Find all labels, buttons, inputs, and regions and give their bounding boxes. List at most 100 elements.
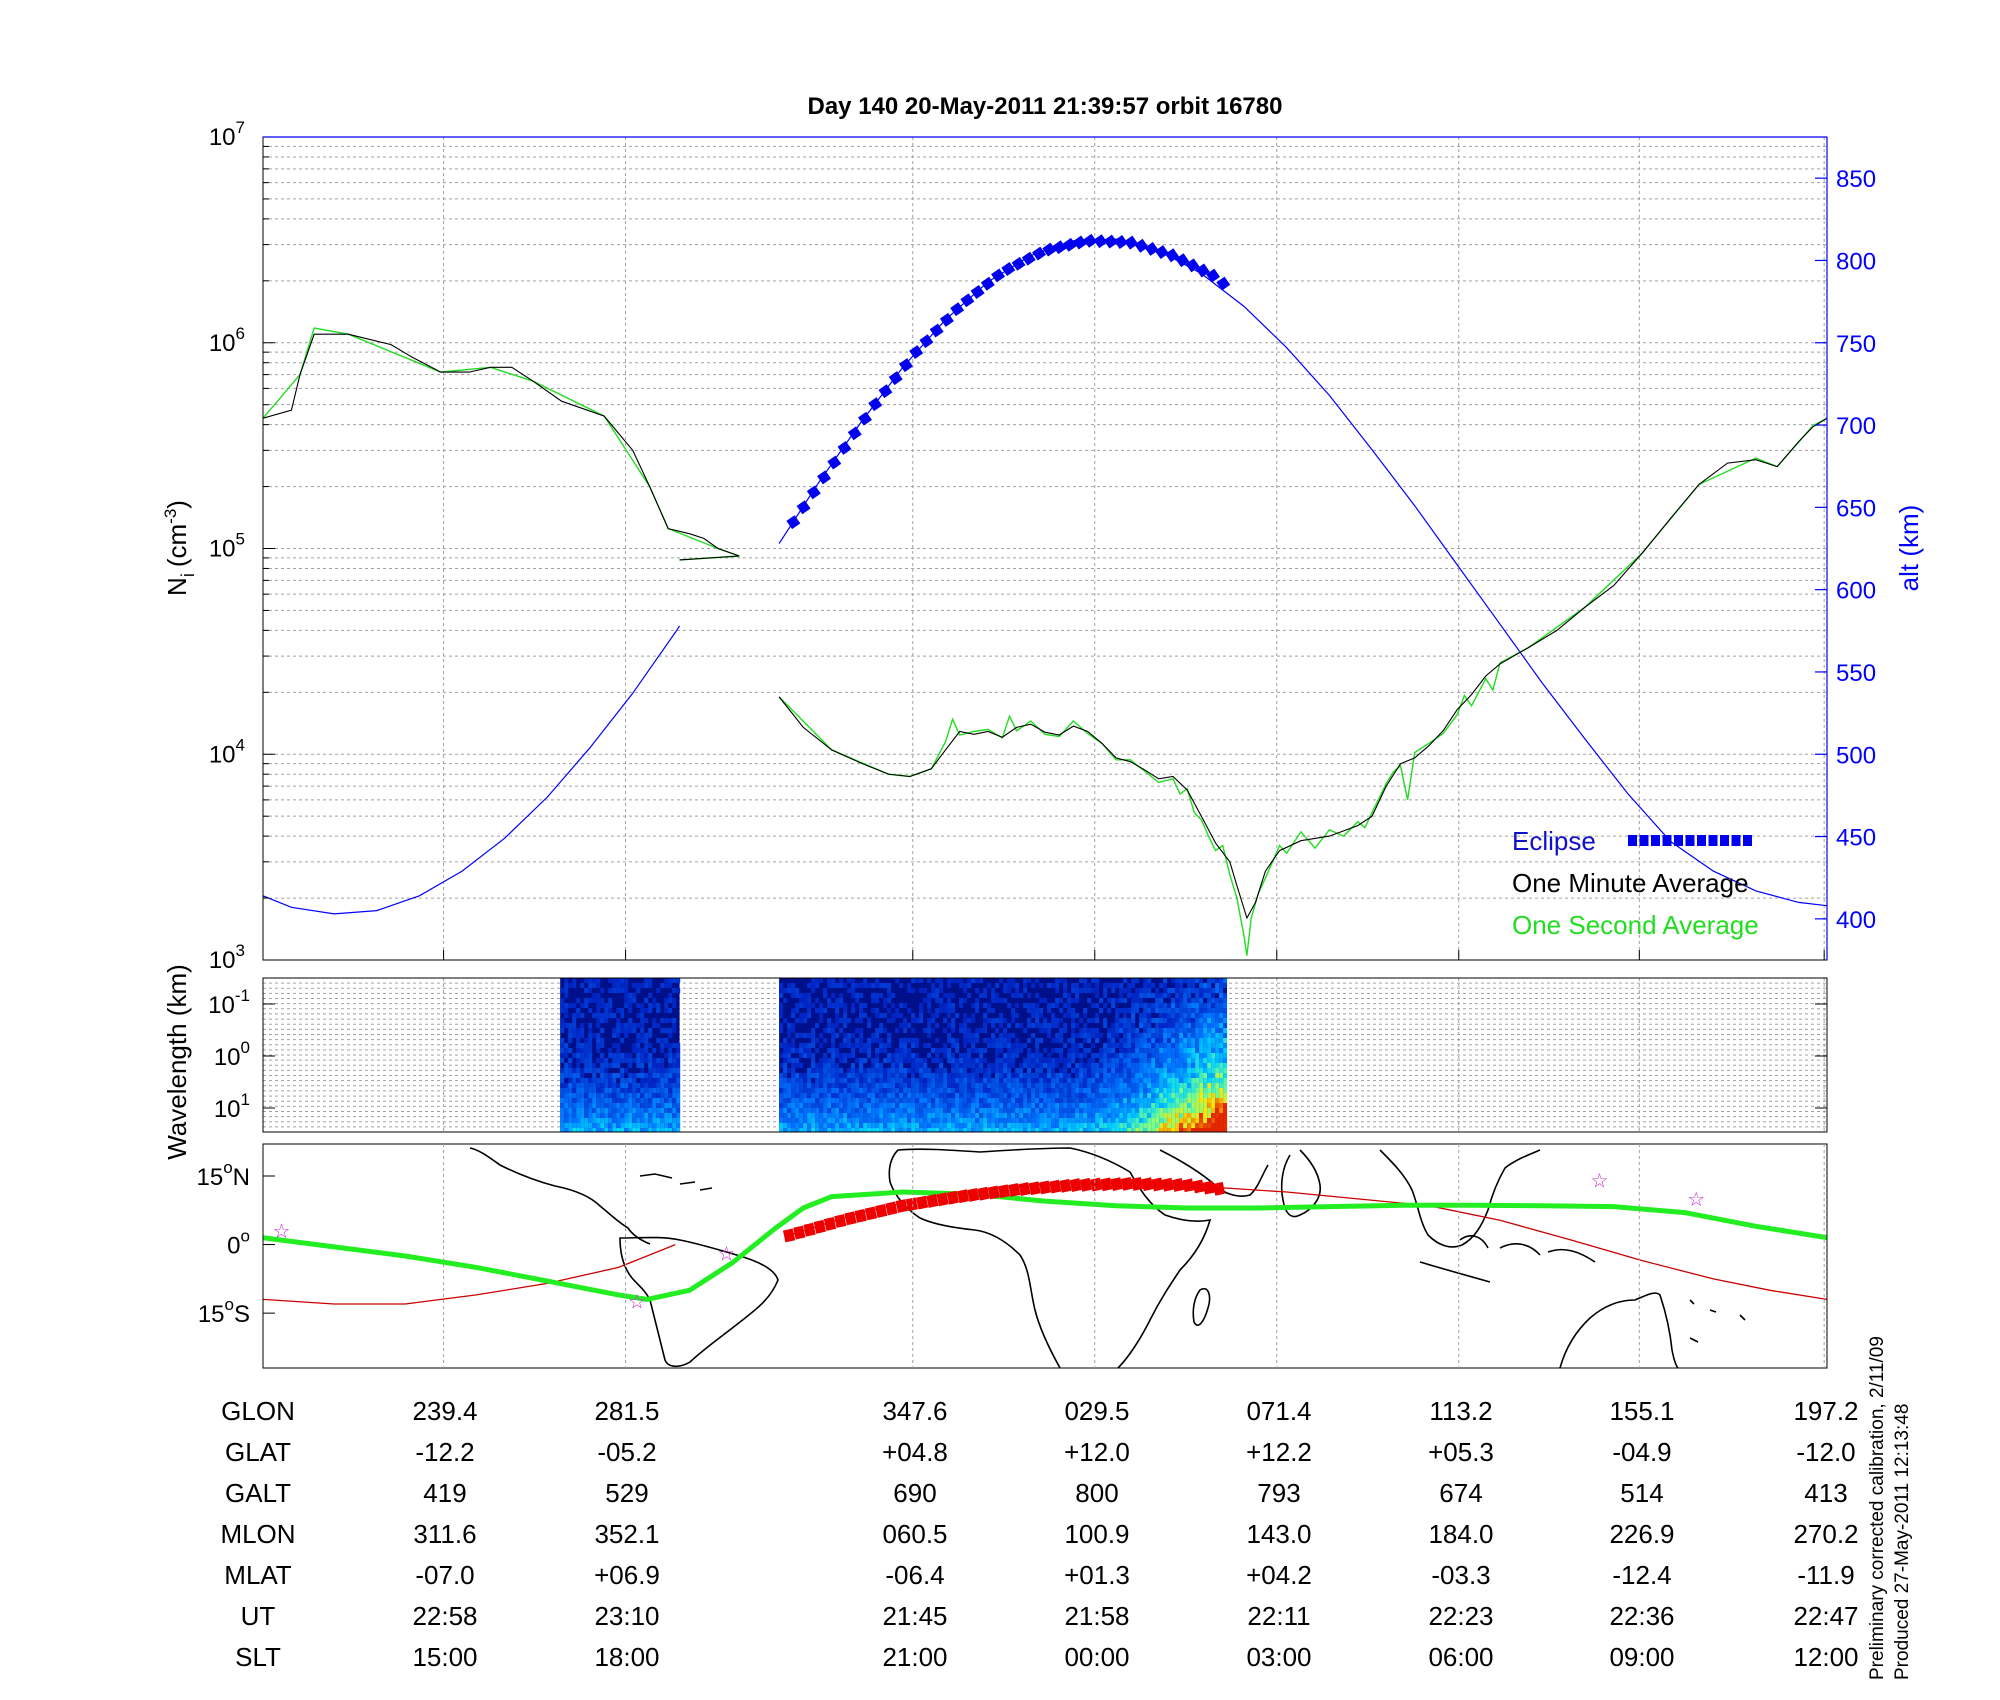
spectrogram-cell	[1151, 1043, 1156, 1048]
table-cell: +06.9	[594, 1560, 660, 1590]
spectrogram-cell	[1087, 1058, 1092, 1063]
spectrogram-cell	[628, 1003, 633, 1008]
spectrogram-cell	[1023, 1078, 1028, 1083]
spectrogram-cell	[851, 1048, 856, 1053]
spectrogram-cell	[863, 1048, 868, 1053]
spectrogram-y-tick-label: 100	[214, 1038, 250, 1071]
spectrogram-cell	[811, 1053, 816, 1058]
spectrogram-cell	[584, 1088, 589, 1093]
spectrogram-cell	[1019, 1118, 1024, 1123]
table-cell: 15:00	[412, 1642, 477, 1672]
spectrogram-cell	[991, 1008, 996, 1013]
spectrogram-cell	[783, 1108, 788, 1113]
spectrogram-cell	[999, 1043, 1004, 1048]
spectrogram-cell	[580, 1048, 585, 1053]
spectrogram-cell	[668, 1018, 673, 1023]
spectrogram-cell	[1115, 1033, 1120, 1038]
spectrogram-cell	[640, 1113, 645, 1118]
spectrogram-cell	[576, 1033, 581, 1038]
spectrogram-cell	[931, 1128, 936, 1132]
spectrogram-cell	[975, 1118, 980, 1123]
spectrogram-cell	[1199, 1033, 1204, 1038]
spectrogram-cell	[1115, 1068, 1120, 1073]
spectrogram-cell	[859, 1043, 864, 1048]
spectrogram-cell	[967, 1108, 972, 1113]
spectrogram-cell	[967, 1123, 972, 1128]
spectrogram-cell	[815, 1073, 820, 1078]
spectrogram-cell	[1107, 1093, 1112, 1098]
spectrogram-cell	[871, 1123, 876, 1128]
spectrogram-cell	[1199, 1108, 1204, 1113]
table-cell: 100.9	[1064, 1519, 1129, 1549]
spectrogram-cell	[899, 983, 904, 988]
spectrogram-cell	[640, 1118, 645, 1123]
spectrogram-cell	[1175, 1018, 1180, 1023]
spectrogram-cell	[1111, 1053, 1116, 1058]
spectrogram-cell	[1127, 1073, 1132, 1078]
spectrogram-cell	[1111, 1108, 1116, 1113]
spectrogram-cell	[851, 978, 856, 983]
continent-outlines	[469, 1147, 1746, 1368]
spectrogram-cell	[1191, 1078, 1196, 1083]
spectrogram-cell	[1155, 1008, 1160, 1013]
spectrogram-cell	[1191, 1048, 1196, 1053]
spectrogram-cell	[903, 1038, 908, 1043]
spectrogram-cell	[811, 988, 816, 993]
spectrogram-cell	[584, 1078, 589, 1083]
spectrogram-cell	[803, 998, 808, 1003]
spectrogram-cell	[1219, 1118, 1224, 1123]
spectrogram-cell	[843, 1078, 848, 1083]
spectrogram-cell	[787, 1058, 792, 1063]
eclipse-track-marker	[1069, 1178, 1082, 1192]
spectrogram-cell	[1151, 1003, 1156, 1008]
spectrogram-cell	[791, 1113, 796, 1118]
spectrogram-cell	[596, 1043, 601, 1048]
spectrogram-cell	[1163, 988, 1168, 993]
spectrogram-cell	[664, 1098, 669, 1103]
spectrogram-cell	[580, 1128, 585, 1132]
spectrogram-cell	[1187, 1058, 1192, 1063]
coast-central-america	[469, 1147, 651, 1245]
spectrogram-cell	[1015, 1113, 1020, 1118]
spectrogram-cell	[1171, 1128, 1176, 1132]
spectrogram-cell	[1035, 1048, 1040, 1053]
spectrogram-cell	[1135, 1113, 1140, 1118]
spectrogram-cell	[935, 1023, 940, 1028]
spectrogram-cell	[1111, 1113, 1116, 1118]
spectrogram-cell	[971, 1103, 976, 1108]
spectrogram-cell	[624, 1113, 629, 1118]
spectrogram-cell	[779, 1008, 784, 1013]
spectrogram-cell	[1207, 1123, 1212, 1128]
spectrogram-cell	[1199, 1123, 1204, 1128]
spectrogram-cell	[815, 1078, 820, 1083]
spectrogram-cell	[1183, 1023, 1188, 1028]
spectrogram-cell	[811, 1118, 816, 1123]
spectrogram-cell	[903, 1118, 908, 1123]
eclipse-marker	[898, 358, 913, 373]
spectrogram-cell	[1199, 1053, 1204, 1058]
table-row-label: MLON	[220, 1519, 295, 1549]
spectrogram-cell	[1131, 978, 1136, 983]
spectrogram-cell	[987, 1068, 992, 1073]
spectrogram-cell	[600, 1063, 605, 1068]
spectrogram-cell	[1075, 1088, 1080, 1093]
spectrogram-cell	[863, 1088, 868, 1093]
spectrogram-cell	[1211, 1078, 1216, 1083]
spectrogram-cell	[1163, 1008, 1168, 1013]
spectrogram-cell	[1191, 1118, 1196, 1123]
spectrogram-cell	[827, 1083, 832, 1088]
spectrogram-cell	[891, 1083, 896, 1088]
spectrogram-cell	[1067, 993, 1072, 998]
spectrogram-cell	[1215, 1043, 1220, 1048]
spectrogram-cell	[1087, 1123, 1092, 1128]
spectrogram-cell	[648, 1063, 653, 1068]
spectrogram-cell	[975, 1058, 980, 1063]
spectrogram-cell	[1123, 1058, 1128, 1063]
spectrogram-cell	[1067, 1008, 1072, 1013]
spectrogram-cell	[644, 978, 649, 983]
spectrogram-cell	[1055, 1018, 1060, 1023]
spectrogram-cell	[1159, 1008, 1164, 1013]
spectrogram-cell	[791, 1118, 796, 1123]
spectrogram-cell	[1207, 1068, 1212, 1073]
table-cell: 529	[605, 1478, 648, 1508]
